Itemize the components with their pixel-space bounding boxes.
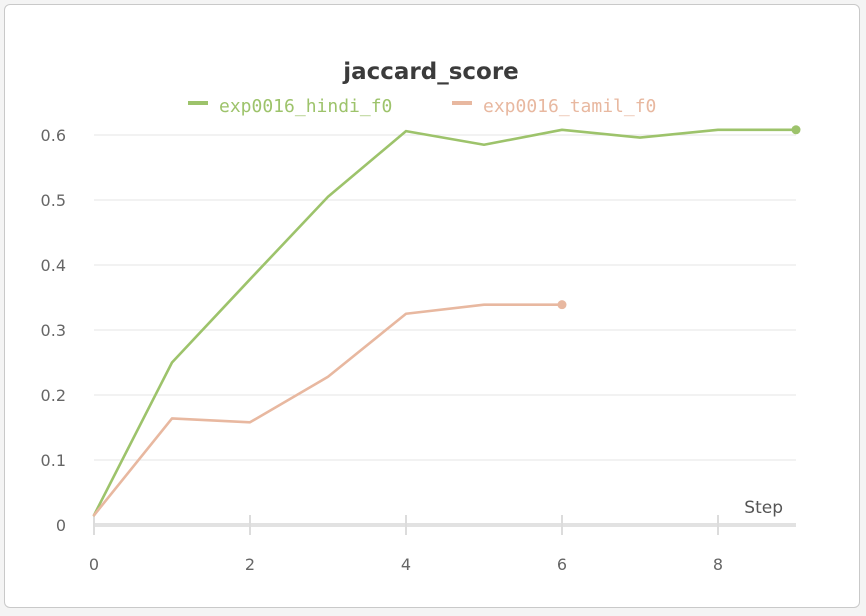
series-line-0[interactable] xyxy=(92,128,798,517)
y-axis: 0 0.1 0.2 0.3 0.4 0.5 0.6 xyxy=(41,126,66,535)
x-tick-label: 8 xyxy=(713,555,723,574)
legend[interactable]: exp0016_hindi_f0 exp0016_tamil_f0 xyxy=(188,96,656,117)
legend-label-tamil: exp0016_tamil_f0 xyxy=(483,96,656,117)
legend-label-hindi: exp0016_hindi_f0 xyxy=(219,96,392,117)
series-end-point-1[interactable] xyxy=(557,300,567,310)
grid-lines xyxy=(94,134,796,461)
y-tick-label: 0.2 xyxy=(41,386,66,405)
x-tick-label: 6 xyxy=(557,555,567,574)
x-tick-label: 2 xyxy=(245,555,255,574)
series-layer[interactable] xyxy=(92,125,801,517)
y-tick-label: 0.1 xyxy=(41,451,66,470)
legend-swatch-hindi xyxy=(188,101,208,105)
series-end-point-0[interactable] xyxy=(791,125,801,135)
y-tick-label: 0.3 xyxy=(41,321,66,340)
chart-title: jaccard_score xyxy=(342,59,519,85)
x-tick-label: 0 xyxy=(89,555,99,574)
y-tick-label: 0.4 xyxy=(41,256,66,275)
legend-item-hindi[interactable]: exp0016_hindi_f0 xyxy=(188,96,392,117)
x-axis-title: Step xyxy=(744,498,783,518)
legend-item-tamil[interactable]: exp0016_tamil_f0 xyxy=(452,96,656,117)
y-tick-label: 0 xyxy=(56,516,66,535)
legend-swatch-tamil xyxy=(452,101,472,105)
x-axis: 0 2 4 6 8 xyxy=(89,515,796,574)
series-line-1[interactable] xyxy=(92,303,564,517)
chart-panel xyxy=(4,4,860,608)
x-tick-label: 4 xyxy=(401,555,411,574)
y-tick-label: 0.5 xyxy=(41,191,66,210)
y-tick-label: 0.6 xyxy=(41,126,66,145)
